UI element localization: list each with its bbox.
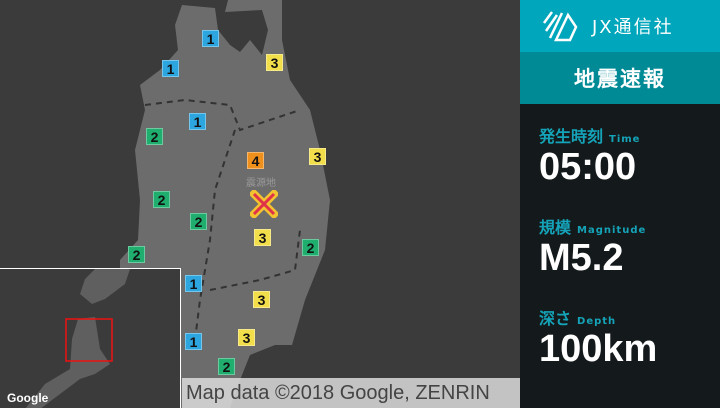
time-sublabel: Time [609,134,641,145]
time-field: 発生時刻 Time 05:00 [520,123,720,187]
brand-header: JX通信社 [520,0,720,52]
depth-field: 深さ Depth 100km [520,305,720,369]
intensity-marker[interactable]: 1 [162,60,179,77]
time-label: 発生時刻 [539,127,604,146]
map-credit: Map data ©2018 Google, ZENRIN [182,378,520,408]
depth-label: 深さ [539,309,572,328]
intensity-marker[interactable]: 2 [190,213,207,230]
intensity-marker[interactable]: 2 [128,246,145,263]
intensity-marker[interactable]: 1 [202,30,219,47]
magnitude-sublabel: Magnitude [577,225,647,236]
intensity-marker[interactable]: 2 [302,239,319,256]
intensity-marker[interactable]: 1 [185,333,202,350]
intensity-marker[interactable]: 3 [254,229,271,246]
intensity-marker[interactable]: 3 [253,291,270,308]
depth-sublabel: Depth [577,316,617,327]
intensity-marker[interactable]: 3 [238,329,255,346]
magnitude-value: M5.2 [539,237,624,279]
intensity-marker[interactable]: 3 [309,148,326,165]
japan-overview [25,269,130,408]
intensity-marker[interactable]: 2 [218,358,235,375]
magnitude-label: 規模 [539,218,572,237]
jx-logo-icon [542,11,578,42]
epicenter-label: 震源地 [246,178,276,189]
intensity-marker[interactable]: 2 [146,128,163,145]
intensity-marker[interactable]: 3 [266,54,283,71]
overview-inset-map[interactable]: Google [0,268,181,408]
intensity-marker[interactable]: 1 [185,275,202,292]
panel-title: 地震速報 [520,52,720,104]
google-logo: Google [7,391,49,405]
intensity-marker[interactable]: 1 [189,113,206,130]
brand-name: JX通信社 [592,17,674,38]
magnitude-field: 規模 Magnitude M5.2 [520,214,720,278]
epicenter-x-icon [250,190,278,218]
info-panel: JX通信社 地震速報 発生時刻 Time 05:00 規模 Magnitude M5… [520,0,720,408]
region-highlight [65,318,113,362]
intensity-marker[interactable]: 2 [153,191,170,208]
depth-value: 100km [539,328,658,370]
intensity-marker[interactable]: 4 [247,152,264,169]
time-value: 05:00 [539,146,637,188]
